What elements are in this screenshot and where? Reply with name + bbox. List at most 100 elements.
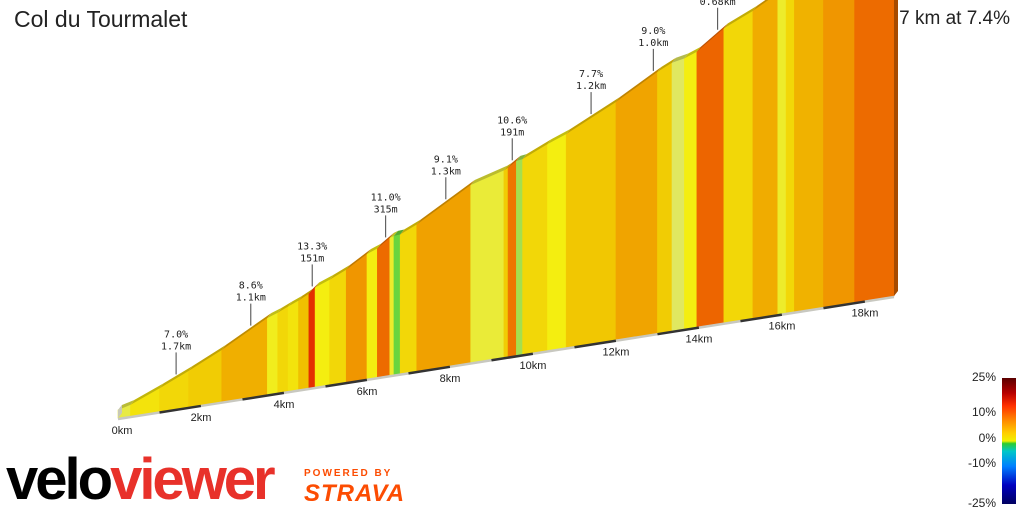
annotation-length: 1.7km — [161, 341, 191, 352]
veloviewer-wordmark: veloviewer — [6, 447, 276, 512]
gradient-color-scale: 25% 10% 0% -10% -25% — [960, 370, 1024, 510]
x-tick-label: 18km — [851, 308, 878, 320]
baseline-band — [159, 404, 202, 414]
distance-axis: 0km 2km 4km 6km 8km 10km 12km 14km 16km 18km — [112, 308, 879, 437]
profile-segment — [399, 224, 418, 374]
profile-ridge-segment — [522, 139, 552, 160]
profile-ridge-segment — [288, 295, 303, 307]
annotation-gradient: 11.0% — [371, 192, 401, 203]
baseline-band — [325, 378, 368, 388]
profile-start-face — [118, 405, 122, 418]
page-title: Col du Tourmalet — [14, 6, 188, 32]
scale-label: 25% — [971, 370, 996, 384]
profile-segment — [277, 305, 289, 394]
profile-segment — [696, 27, 725, 328]
strava-logo[interactable]: STRAVA — [304, 480, 406, 507]
profile-ridge-segment — [516, 154, 527, 161]
annotation-gradient: 9.1% — [434, 154, 458, 165]
annotation-gradient: 13.3% — [297, 241, 327, 252]
baseline-band — [740, 313, 783, 323]
profile-segment — [657, 62, 673, 334]
profile-ridge-segment — [267, 307, 282, 318]
profile-segment — [507, 160, 517, 358]
profile-segment — [854, 0, 895, 303]
profile-segment — [503, 167, 509, 358]
annotation-length: 315m — [374, 204, 398, 215]
profile-ridge-segment — [393, 229, 405, 236]
profile-ridge — [118, 0, 898, 418]
profile-segment — [752, 0, 779, 319]
annotation-length: 0.68km — [700, 0, 736, 8]
profile-ridge-segment — [547, 129, 571, 145]
profile-ridge-segment — [377, 232, 394, 249]
annotation-length: 1.2km — [576, 81, 606, 92]
profile-segment — [393, 234, 401, 375]
profile-ridge-segment — [315, 274, 334, 288]
baseline-band — [242, 391, 285, 401]
baseline-band — [117, 411, 160, 421]
profile-ridge-segment — [696, 23, 728, 52]
profile-segment — [777, 0, 787, 315]
profile-segment — [416, 184, 472, 372]
gradient-scale-bar — [1002, 378, 1016, 504]
baseline-band — [574, 339, 617, 349]
profile-segment — [366, 247, 378, 380]
x-tick-label: 2km — [191, 412, 212, 424]
profile-segments — [117, 0, 895, 419]
profile-ridge-segment — [416, 180, 475, 225]
profile-ridge-segment — [470, 165, 508, 186]
profile-ridge-segment — [118, 399, 135, 410]
baseline-band — [781, 306, 824, 316]
profile-segment — [377, 237, 391, 378]
profile-segment — [671, 57, 685, 332]
baseline-band — [449, 359, 492, 369]
annotation-length: 1.3km — [431, 166, 461, 177]
scale-label: -10% — [967, 456, 996, 470]
baseline-band — [532, 346, 575, 355]
baseline-band — [491, 352, 534, 362]
annotation-length: 151m — [300, 253, 324, 264]
x-tick-label: 8km — [440, 373, 461, 385]
x-tick-label: 0km — [112, 425, 133, 437]
profile-ridge-segment — [615, 66, 662, 103]
scale-label: 10% — [971, 405, 996, 419]
annotation-gradient: 10.6% — [497, 115, 527, 126]
profile-ridge-segment — [657, 57, 676, 72]
profile-segment — [823, 0, 855, 308]
profile-ridge-segment — [366, 243, 382, 255]
annotation-gradient: 7.0% — [164, 329, 188, 340]
profile-ridge-segment — [400, 219, 421, 235]
scale-label: -25% — [967, 496, 996, 510]
baseline-band — [864, 295, 895, 303]
profile-segment — [221, 317, 268, 403]
powered-by-label: POWERED BY — [304, 468, 393, 479]
climb-summary: 18.7 km at 7.4% — [872, 8, 1010, 29]
annotation-gradient: 7.7% — [579, 69, 603, 80]
x-tick-label: 6km — [357, 386, 378, 398]
profile-ridge-segment — [671, 53, 689, 63]
baseline-band — [657, 326, 700, 336]
annotation-length: 1.1km — [236, 293, 266, 304]
profile-segment — [470, 169, 505, 363]
profile-ridge-segment — [329, 264, 351, 280]
baseline-band — [615, 332, 658, 342]
profile-ridge-segment — [159, 365, 193, 389]
profile-end-face — [894, 0, 898, 296]
profile-segment — [287, 300, 299, 392]
profile-baseline — [117, 295, 895, 421]
veloviewer-logo[interactable]: veloviewer POWERED BY STRAVA — [6, 448, 426, 512]
profile-segment — [615, 71, 658, 341]
profile-segment — [684, 51, 698, 330]
profile-segment — [389, 235, 395, 376]
baseline-band — [408, 365, 451, 375]
profile-segment — [314, 279, 330, 388]
gradient-annotations: 7.0%1.7km 8.6%1.1km 13.3%151m 11.0%315m 9.1%… — [161, 0, 736, 375]
annotation-length: 191m — [500, 127, 524, 138]
baseline-band — [283, 385, 326, 395]
profile-segment — [298, 293, 310, 390]
profile-segment — [516, 158, 523, 356]
x-tick-label: 16km — [769, 321, 796, 333]
profile-ridge-segment — [221, 312, 272, 350]
profile-ridge-segment — [188, 344, 226, 371]
